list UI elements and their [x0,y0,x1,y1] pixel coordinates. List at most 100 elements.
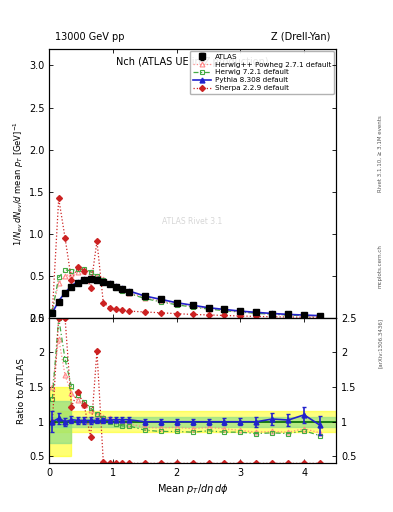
Herwig 7.2.1 default [238,309,243,315]
Sherpa 2.2.9 default [95,238,99,244]
Herwig 7.2.1 default [222,308,227,314]
Pythia 8.308 default [158,296,163,303]
Sherpa 2.2.9 default [158,310,163,316]
Sherpa 2.2.9 default [270,314,275,320]
Herwig 7.2.1 default [270,311,275,317]
Pythia 8.308 default [107,280,112,286]
Pythia 8.308 default [206,305,211,311]
Herwig++ Powheg 2.7.1 default [50,307,55,313]
Pythia 8.308 default [101,278,106,284]
Sherpa 2.2.9 default [286,314,290,320]
Pythia 8.308 default [222,306,227,312]
Line: Herwig 7.2.1 default: Herwig 7.2.1 default [50,267,323,318]
Sherpa 2.2.9 default [107,305,112,311]
Line: Sherpa 2.2.9 default: Sherpa 2.2.9 default [50,196,322,319]
Herwig 7.2.1 default [114,285,118,291]
Herwig 7.2.1 default [254,310,259,316]
Sherpa 2.2.9 default [50,310,55,316]
Pythia 8.308 default [120,285,125,291]
Herwig 7.2.1 default [69,268,74,274]
Pythia 8.308 default [69,283,74,289]
Herwig++ Powheg 2.7.1 default [88,269,93,275]
Sherpa 2.2.9 default [206,312,211,318]
Sherpa 2.2.9 default [101,300,106,306]
Sherpa 2.2.9 default [302,314,307,320]
Herwig 7.2.1 default [101,277,106,283]
Line: Herwig++ Powheg 2.7.1 default: Herwig++ Powheg 2.7.1 default [50,268,323,318]
Text: Z (Drell-Yan): Z (Drell-Yan) [271,32,330,42]
Sherpa 2.2.9 default [142,309,147,315]
Herwig++ Powheg 2.7.1 default [95,273,99,279]
Legend: ATLAS, Herwig++ Powheg 2.7.1 default, Herwig 7.2.1 default, Pythia 8.308 default: ATLAS, Herwig++ Powheg 2.7.1 default, He… [190,51,334,94]
Sherpa 2.2.9 default [127,308,131,314]
Herwig++ Powheg 2.7.1 default [206,306,211,312]
Text: 13000 GeV pp: 13000 GeV pp [55,32,124,42]
Pythia 8.308 default [238,308,243,314]
Herwig++ Powheg 2.7.1 default [127,289,131,295]
Herwig 7.2.1 default [286,312,290,318]
Pythia 8.308 default [114,283,118,289]
Herwig 7.2.1 default [88,268,93,274]
Text: mcplots.cern.ch: mcplots.cern.ch [378,244,383,288]
Herwig++ Powheg 2.7.1 default [222,307,227,313]
X-axis label: Mean $p_T/d\eta\,d\phi$: Mean $p_T/d\eta\,d\phi$ [157,482,228,497]
Pythia 8.308 default [127,288,131,294]
Pythia 8.308 default [50,310,55,316]
Pythia 8.308 default [56,298,61,304]
Sherpa 2.2.9 default [238,313,243,319]
Herwig++ Powheg 2.7.1 default [82,268,86,274]
Herwig 7.2.1 default [82,266,86,272]
Herwig 7.2.1 default [56,274,61,281]
Pythia 8.308 default [82,276,86,282]
Bar [49,387,72,456]
Herwig++ Powheg 2.7.1 default [142,294,147,301]
Y-axis label: $1/N_{ev}\,dN_{ev}/d$ mean $p_T$ [GeV]$^{-1}$: $1/N_{ev}\,dN_{ev}/d$ mean $p_T$ [GeV]$^… [11,121,26,246]
Pythia 8.308 default [174,300,179,306]
Sherpa 2.2.9 default [56,195,61,201]
Pythia 8.308 default [270,310,275,316]
Pythia 8.308 default [95,276,99,282]
Herwig++ Powheg 2.7.1 default [69,271,74,277]
Herwig++ Powheg 2.7.1 default [318,313,322,319]
Herwig++ Powheg 2.7.1 default [238,309,243,315]
Herwig++ Powheg 2.7.1 default [63,273,68,279]
Herwig++ Powheg 2.7.1 default [190,304,195,310]
Herwig++ Powheg 2.7.1 default [75,268,80,274]
Herwig 7.2.1 default [50,308,55,314]
Herwig 7.2.1 default [107,281,112,287]
Pythia 8.308 default [142,293,147,299]
Pythia 8.308 default [286,311,290,317]
Pythia 8.308 default [75,279,80,285]
Herwig++ Powheg 2.7.1 default [56,280,61,286]
Bar [49,411,336,432]
Text: Nch (ATLAS UE in Z production): Nch (ATLAS UE in Z production) [116,57,269,67]
Sherpa 2.2.9 default [63,235,68,241]
Pythia 8.308 default [190,302,195,308]
Herwig 7.2.1 default [190,304,195,310]
Sherpa 2.2.9 default [190,311,195,317]
Bar [49,401,72,442]
Herwig++ Powheg 2.7.1 default [158,298,163,304]
Y-axis label: Ratio to ATLAS: Ratio to ATLAS [17,357,26,423]
Pythia 8.308 default [88,275,93,282]
Herwig++ Powheg 2.7.1 default [302,312,307,318]
Herwig++ Powheg 2.7.1 default [120,286,125,292]
Text: [arXiv:1306.3436]: [arXiv:1306.3436] [378,318,383,368]
Sherpa 2.2.9 default [174,311,179,317]
Herwig 7.2.1 default [174,302,179,308]
Herwig 7.2.1 default [302,313,307,319]
Herwig++ Powheg 2.7.1 default [254,310,259,316]
Sherpa 2.2.9 default [88,285,93,291]
Herwig 7.2.1 default [206,306,211,312]
Herwig 7.2.1 default [75,266,80,272]
Text: ATLAS Rivet 3.1: ATLAS Rivet 3.1 [162,217,223,226]
Herwig 7.2.1 default [318,313,322,319]
Text: Rivet 3.1.10, ≥ 3.1M events: Rivet 3.1.10, ≥ 3.1M events [378,115,383,192]
Herwig++ Powheg 2.7.1 default [270,311,275,317]
Herwig 7.2.1 default [158,299,163,305]
Sherpa 2.2.9 default [254,313,259,319]
Sherpa 2.2.9 default [75,264,80,270]
Pythia 8.308 default [63,289,68,295]
Sherpa 2.2.9 default [120,307,125,313]
Sherpa 2.2.9 default [222,312,227,318]
